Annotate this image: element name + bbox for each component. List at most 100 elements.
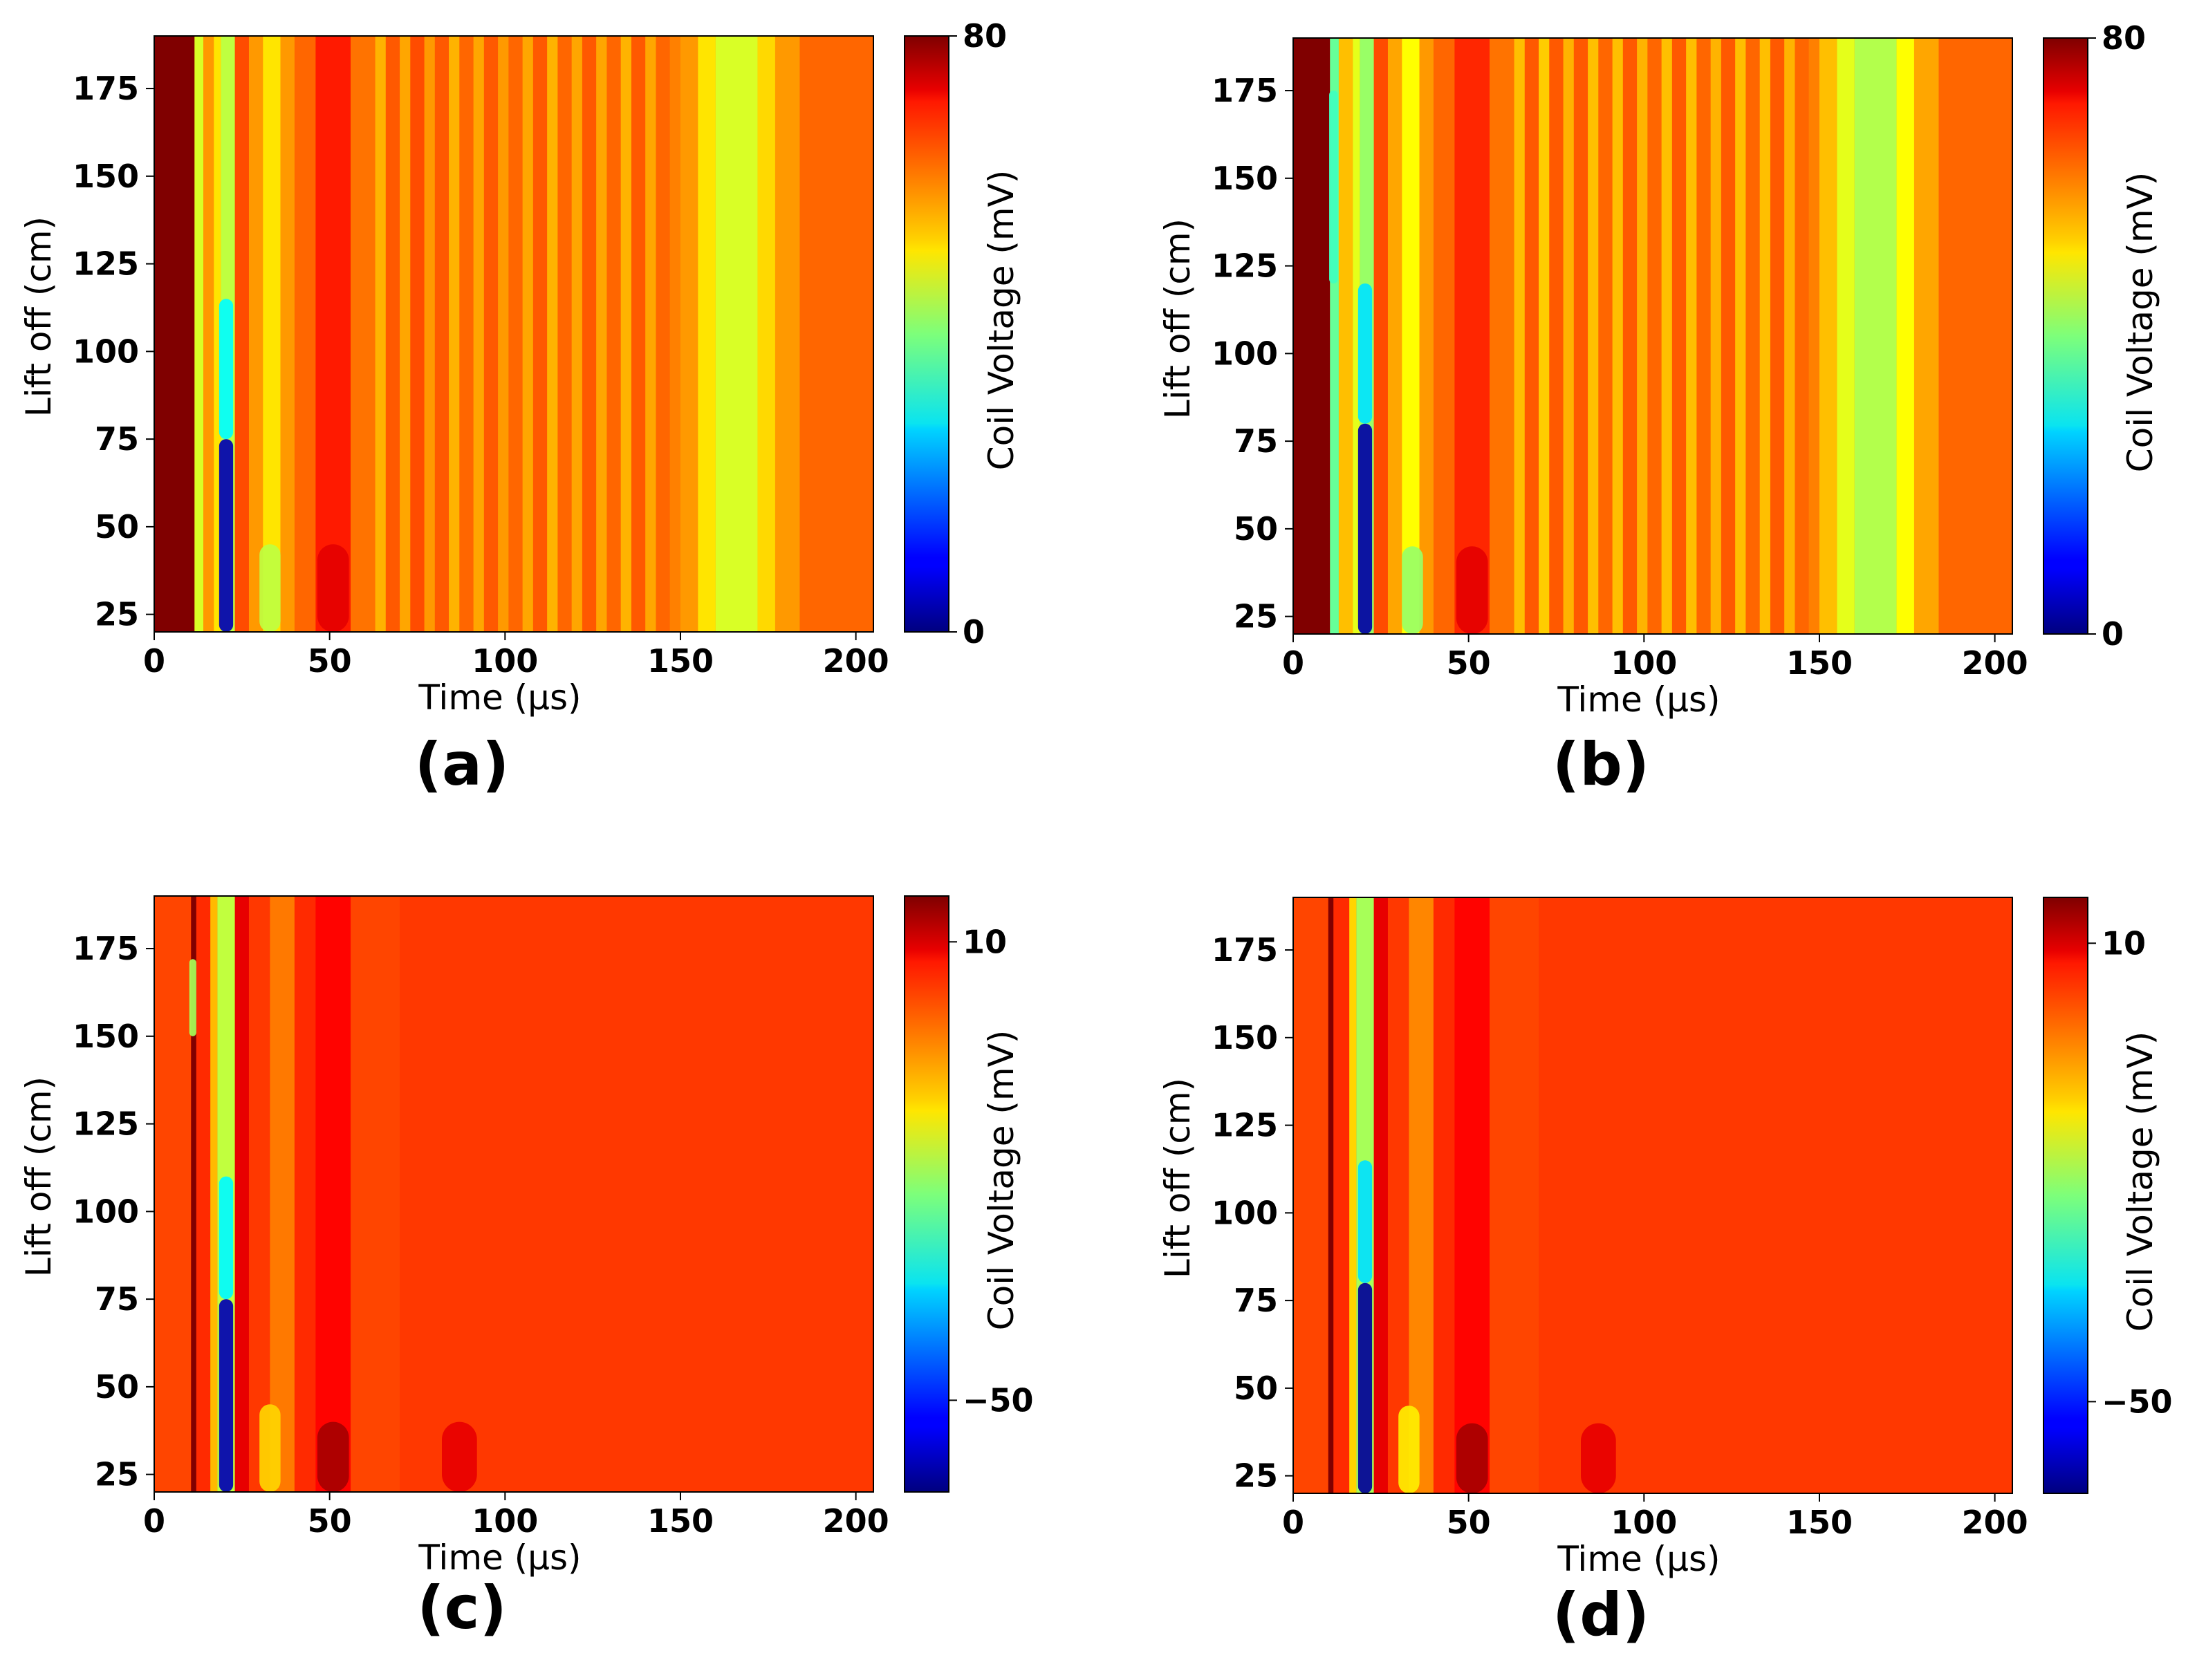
heatmap-band <box>547 36 558 632</box>
y-tick-label: 75 <box>1234 422 1278 460</box>
heatmap-band <box>498 36 509 632</box>
x-tick-label: 200 <box>1962 644 2028 682</box>
heatmap-feature <box>219 299 234 440</box>
heatmap-band <box>1539 897 2012 1493</box>
heatmap-band <box>1349 897 1357 1493</box>
x-axis-label: Time (μs) <box>418 678 581 718</box>
heatmap-band <box>203 36 214 632</box>
y-tick-label: 150 <box>1212 1019 1278 1056</box>
heatmap-band <box>1837 38 1855 634</box>
heatmap-band <box>1402 38 1420 634</box>
y-tick-label: 75 <box>95 1280 139 1318</box>
panel-d: 0 50 100 150 200 25 50 75 100 125 150 175 Time (μs) L… <box>1158 897 2173 1579</box>
heatmap-band <box>294 896 316 1492</box>
x-tick-label: 150 <box>647 642 714 680</box>
y-axis-label: Lift off (cm) <box>19 1076 59 1277</box>
heatmap-band <box>1612 38 1623 634</box>
heatmap-band <box>1328 897 1334 1493</box>
heatmap-band <box>1419 38 1434 634</box>
heatmap-band <box>1784 38 1795 634</box>
heatmap-band <box>1549 38 1564 634</box>
heatmap-band <box>1573 38 1588 634</box>
heatmap-band <box>1373 897 1388 1493</box>
x-tick-label: 0 <box>143 1502 165 1540</box>
heatmap-band <box>522 36 533 632</box>
y-tick-label: 50 <box>1234 510 1278 548</box>
panel-c: 0 50 100 150 200 25 50 75 100 125 150 175 Time (μs) L… <box>19 895 1034 1578</box>
heatmap-band <box>715 36 758 632</box>
colorbar-tick-label: 0 <box>2102 615 2124 653</box>
colorbar <box>2043 37 2088 635</box>
colorbar-tick-label: 80 <box>2102 19 2146 57</box>
x-tick-label: 150 <box>1786 644 1853 682</box>
plot-frame <box>1292 37 2013 635</box>
heatmap-band <box>1735 38 1746 634</box>
heatmap-band <box>1433 897 1455 1493</box>
heatmap-band <box>1373 38 1388 634</box>
x-tick-label: 200 <box>1962 1504 2028 1541</box>
heatmap-band <box>1563 38 1574 634</box>
y-axis-label: Lift off (cm) <box>1158 1078 1198 1278</box>
heatmap-feature <box>1456 1423 1488 1493</box>
colorbar-label: Coil Voltage (mV) <box>981 170 1021 471</box>
heatmap-feature <box>1357 1160 1373 1283</box>
heatmap-band <box>449 36 460 632</box>
y-tick-label: 50 <box>1234 1370 1278 1407</box>
panel-b: 0 50 100 150 200 25 50 75 100 125 150 175 Time (μs) L… <box>1158 19 2160 720</box>
heatmap-feature <box>219 1176 234 1300</box>
heatmap-band <box>234 896 249 1492</box>
heatmap-band <box>234 36 249 632</box>
y-tick-label: 150 <box>73 158 139 195</box>
heatmap-band <box>1409 897 1434 1493</box>
heatmap-band <box>424 36 435 632</box>
y-tick-label: 75 <box>1234 1282 1278 1319</box>
heatmap-feature <box>219 439 234 632</box>
x-tick-label: 100 <box>1611 1504 1677 1541</box>
panel-caption: (d) <box>1552 1580 1649 1650</box>
y-tick-label: 175 <box>73 930 139 967</box>
x-tick-label: 0 <box>1282 1504 1304 1541</box>
colorbar <box>904 895 949 1493</box>
heatmap-band <box>698 36 716 632</box>
heatmap-band <box>1333 897 1350 1493</box>
heatmap-band <box>1433 38 1455 634</box>
x-axis-label: Time (μs) <box>1557 1539 1720 1579</box>
heatmap-band <box>1854 38 1897 634</box>
y-tick-label: 25 <box>95 596 139 633</box>
heatmap-band <box>375 36 386 632</box>
heatmap-band <box>1539 38 1550 634</box>
x-tick-label: 200 <box>823 1502 889 1540</box>
heatmap-band <box>196 896 211 1492</box>
heatmap-band <box>1637 38 1648 634</box>
heatmap-feature <box>259 1404 281 1492</box>
heatmap-band <box>351 896 400 1492</box>
heatmap-band <box>1387 38 1402 634</box>
y-tick-label: 125 <box>73 1105 139 1143</box>
panel-a: 0 50 100 150 200 25 50 75 100 125 150 175 Time (μs) L… <box>19 17 1021 718</box>
heatmap-band <box>1293 38 1331 634</box>
heatmap-feature <box>1329 91 1338 283</box>
heatmap-band <box>606 36 621 632</box>
heatmap-band <box>351 36 376 632</box>
colorbar-label: Coil Voltage (mV) <box>981 1030 1021 1331</box>
heatmap-band <box>1795 38 1809 634</box>
heatmap-feature <box>189 959 196 1036</box>
x-tick-label: 50 <box>1447 644 1491 682</box>
heatmap-band <box>248 36 263 632</box>
heatmap-band <box>315 36 351 632</box>
heatmap-band <box>1745 38 1760 634</box>
x-axis-label: Time (μs) <box>418 1538 581 1578</box>
heatmap-band <box>1938 38 2012 634</box>
heatmap-band <box>669 36 680 632</box>
heatmap-band <box>294 36 316 632</box>
y-axis-label: Lift off (cm) <box>19 216 59 417</box>
heatmap-band <box>248 896 270 1492</box>
heatmap-band <box>459 36 474 632</box>
heatmap-band <box>1770 38 1785 634</box>
heatmap-band <box>1721 38 1736 634</box>
y-tick-label: 25 <box>95 1456 139 1493</box>
heatmap-band <box>620 36 631 632</box>
heatmap-band <box>757 36 775 632</box>
heatmap-band <box>154 896 192 1492</box>
heatmap-band <box>1454 897 1490 1493</box>
